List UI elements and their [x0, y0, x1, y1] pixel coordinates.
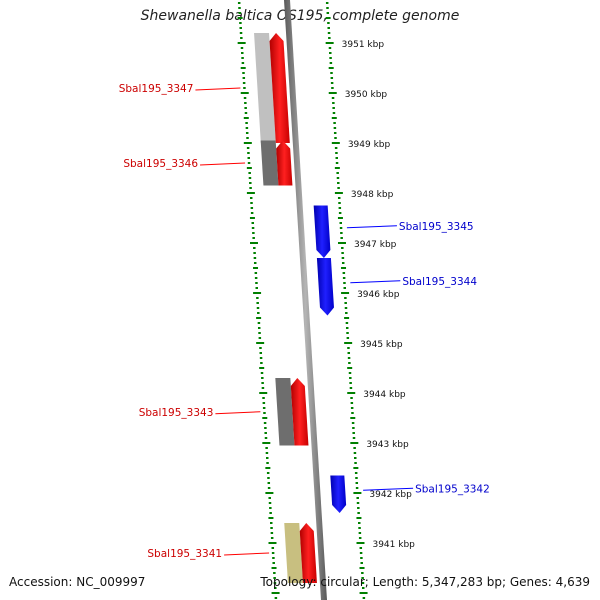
- gene-label[interactable]: Sbal195_3342: [415, 483, 490, 495]
- gene-arrow-forward[interactable]: [276, 140, 293, 186]
- gene-arrow-forward[interactable]: [290, 378, 309, 446]
- gene-arrows: [269, 33, 347, 583]
- leader-line: [195, 87, 241, 91]
- gene-arrow-reverse[interactable]: [330, 475, 347, 514]
- label-leader-lines: [195, 87, 414, 556]
- genome-backbone: [284, 0, 327, 600]
- gene-label[interactable]: Sbal195_3345: [399, 221, 474, 233]
- gene-label[interactable]: Sbal195_3347: [119, 83, 194, 95]
- gene-class-bar: [275, 378, 295, 446]
- accession-label: Accession: NC_009997: [9, 575, 146, 589]
- scale-label: 3949 kbp: [348, 140, 391, 150]
- scale-label: 3941 kbp: [372, 540, 415, 550]
- leader-line: [224, 552, 270, 556]
- gene-arrow-forward[interactable]: [299, 523, 317, 583]
- leader-line: [350, 280, 401, 284]
- right-tick-marks: [325, 2, 368, 599]
- gene-class-bar: [254, 33, 276, 143]
- left-tick-marks: [237, 2, 280, 599]
- leader-line: [215, 411, 261, 415]
- gene-class-bar: [260, 140, 279, 186]
- gene-arrow-reverse[interactable]: [316, 258, 334, 316]
- gene-arrow-forward[interactable]: [269, 33, 290, 143]
- leader-line: [363, 487, 414, 491]
- gene-class-bar: [284, 523, 303, 583]
- leader-line: [346, 225, 397, 229]
- scale-label: 3946 kbp: [357, 290, 400, 300]
- gene-class-bars: [254, 33, 303, 583]
- gene-labels: Sbal195_3347 Sbal195_3346 Sbal195_3345 Sbal…: [119, 83, 490, 560]
- scale-label: 3943 kbp: [366, 440, 409, 450]
- genome-title: Shewanella baltica OS195, complete genom…: [140, 8, 460, 24]
- scale-label: 3950 kbp: [345, 90, 388, 100]
- scale-label: 3947 kbp: [354, 240, 397, 250]
- scale-label: 3942 kbp: [369, 490, 412, 500]
- gene-label[interactable]: Sbal195_3344: [402, 276, 477, 288]
- genome-summary: Topology: circular; Length: 5,347,283 bp…: [260, 575, 590, 589]
- scale-label: 3948 kbp: [351, 190, 394, 200]
- gene-label[interactable]: Sbal195_3346: [123, 158, 198, 170]
- scale-label: 3944 kbp: [363, 390, 406, 400]
- scale-label: 3951 kbp: [342, 40, 385, 50]
- gene-arrow-reverse[interactable]: [313, 205, 331, 259]
- gene-label[interactable]: Sbal195_3341: [147, 548, 222, 560]
- scale-labels: 3951 kbp 3950 kbp 3949 kbp 3948 kbp 3947 kbp…: [342, 40, 416, 550]
- gene-label[interactable]: Sbal195_3343: [139, 407, 214, 419]
- leader-line: [200, 162, 246, 166]
- scale-label: 3945 kbp: [360, 340, 403, 350]
